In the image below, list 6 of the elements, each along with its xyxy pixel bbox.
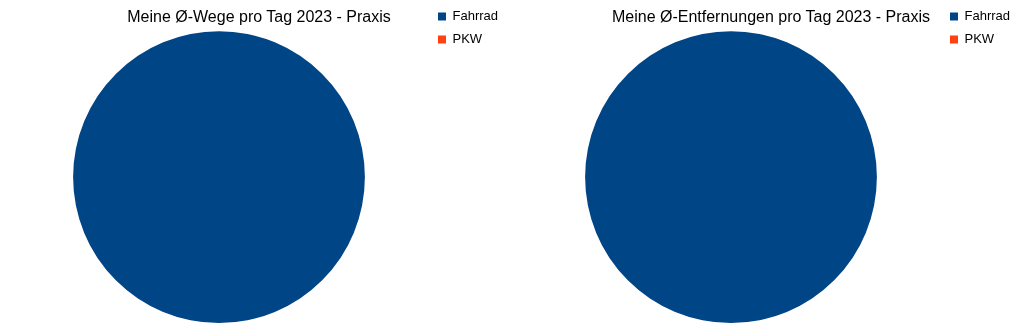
legend-label: Fahrrad [964, 8, 1011, 24]
chart-title: Meine Ø-Entfernungen pro Tag 2023 - Praxis [611, 8, 931, 26]
legend-label: Fahrrad [452, 8, 499, 24]
legend-label: PKW [452, 31, 483, 47]
chart-title: Meine Ø-Wege pro Tag 2023 - Praxis [127, 8, 391, 26]
legend-label: PKW [964, 31, 995, 47]
